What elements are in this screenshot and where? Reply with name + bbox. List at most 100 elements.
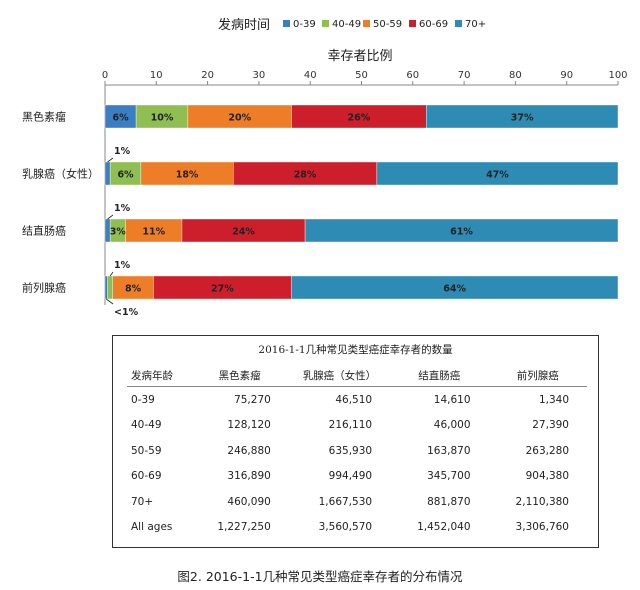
table-cell: 994,490 [328,470,373,483]
data-label: 61% [450,227,473,238]
table-cell: 75,270 [234,393,271,406]
table-row: 70+ 460,090 1,667,530 881,870 2,110,380 [127,489,587,515]
table-cell: 3,560,570 [318,521,373,534]
legend-label-70+: 70+ [465,19,486,30]
data-label: 1% [114,260,131,271]
stacked-bar-chart: 发病时间 0-39 40-49 50-59 60-69 70+ 幸存者比例 0 10 20 30… [22,17,628,318]
table-header-row: 发病年龄 黑色素瘤 乳腺癌（女性） 结直肠癌 前列腺癌 [127,366,587,387]
table-cell: 460,090 [227,495,271,508]
data-label: 3% [110,227,127,238]
leader-line [106,298,114,305]
table-header-cell: 乳腺癌（女性） [288,366,391,387]
leader-line [109,271,114,277]
table-header-cell: 结直肠癌 [390,366,489,387]
data-label: 10% [151,113,174,124]
figure-caption: 图2. 2016-1-1几种常见类型癌症幸存者的分布情况 [177,569,463,584]
table-cell: 345,700 [427,470,471,483]
legend: 发病时间 0-39 40-49 50-59 60-69 70+ [218,17,486,33]
x-tick-label: 90 [560,70,573,81]
data-label: <1% [114,307,139,318]
legend-swatch-40-49 [322,20,329,27]
data-label: 6% [117,170,134,181]
data-label: 20% [228,113,251,124]
table-row: 50-59 246,880 635,930 163,870 263,280 [127,438,587,464]
x-tick-label: 100 [608,70,627,81]
bar-segment-70+ [376,161,619,186]
legend-label-0-39: 0-39 [293,19,316,30]
bar-segment-0-39 [104,161,111,186]
x-tick-label: 80 [509,70,522,81]
table-cell: 1,452,040 [417,521,471,534]
data-label: 28% [294,170,317,181]
category-label: 黑色素瘤 [22,110,66,124]
table-row: 0-39 75,270 46,510 14,610 1,340 [127,387,587,413]
table-cell: 263,280 [525,444,569,457]
bar-segment-70+ [291,275,619,300]
data-label: 11% [142,227,165,238]
data-label: 26% [348,113,371,124]
x-tick-label: 10 [150,70,163,81]
leader-line [107,157,114,163]
table-cell: 60-69 [131,470,162,483]
table-cell: 216,110 [328,419,373,432]
category-label: 前列腺癌 [22,281,66,295]
x-tick-label: 0 [102,70,108,81]
table-cell: All ages [131,521,173,534]
bars: 6% 10% 20% 26% 37% 1% 6% 18% 28% 47% 1% 3% 11% 24% 61%… [104,104,619,318]
data-label: 1% [114,146,131,157]
table-cell: 46,000 [433,419,471,432]
survivor-count-table-box: 2016-1-1几种常见类型癌症幸存者的数量 发病年龄 黑色素瘤 乳腺癌（女性） 结直… [112,335,599,548]
table-header-cell: 前列腺癌 [488,366,587,387]
data-label: 18% [176,170,199,181]
legend-label-60-69: 60-69 [419,19,448,30]
x-tick-label: 20 [201,70,214,81]
legend-swatch-0-39 [283,20,290,27]
table-header-cell: 黑色素瘤 [190,366,289,387]
table-cell: 163,870 [427,444,471,457]
table-cell: 40-49 [131,419,162,432]
table-cell: 246,880 [227,444,271,457]
x-axis-title: 幸存者比例 [327,49,392,64]
table-cell: 70+ [131,495,154,508]
table-cell: 14,610 [433,393,471,406]
legend-label-50-59: 50-59 [373,19,402,30]
table-cell: 1,667,530 [318,495,373,508]
table-cell: 1,340 [538,393,569,406]
data-label: 1% [114,203,131,214]
table-body: 0-39 75,270 46,510 14,610 1,340 40-49 128,120 2… [127,387,587,541]
survivor-count-table: 发病年龄 黑色素瘤 乳腺癌（女性） 结直肠癌 前列腺癌 0-39 75,270 46,510… [127,366,587,540]
legend-label-40-49: 40-49 [332,19,361,30]
bar-segment-70+ [304,218,619,243]
table-cell: 128,120 [227,419,271,432]
legend-swatch-60-69 [409,20,416,27]
table-row: 60-69 316,890 994,490 345,700 904,380 [127,464,587,490]
legend-swatch-70+ [455,20,462,27]
table-cell: 50-59 [131,444,162,457]
table-cell: 904,380 [525,470,569,483]
category-label: 乳腺癌（女性） [22,167,99,181]
table-row: All ages 1,227,250 3,560,570 1,452,040 3,306… [127,515,587,541]
table-cell: 46,510 [335,393,373,406]
table-header-cell: 发病年龄 [127,366,191,387]
x-axis-ticks: 0 10 20 30 40 50 60 70 80 90 100 [102,70,628,305]
table-cell: 635,930 [328,444,373,457]
table-title: 2016-1-1几种常见类型癌症幸存者的数量 [258,344,453,356]
x-tick-label: 50 [355,70,368,81]
data-label: 27% [211,284,234,295]
data-label: 64% [443,284,466,295]
data-label: 37% [511,113,534,124]
x-tick-label: 70 [458,70,471,81]
data-label: 24% [232,227,255,238]
table-cell: 881,870 [427,495,471,508]
table-cell: 316,890 [227,470,271,483]
table-cell: 0-39 [131,393,155,406]
x-tick-label: 40 [304,70,317,81]
data-label: 47% [486,170,509,181]
table-cell: 3,306,760 [515,521,569,534]
table-cell: 2,110,380 [515,495,569,508]
table-cell: 27,390 [532,419,569,432]
bar-segment-0-39 [104,275,108,300]
x-tick-label: 30 [253,70,266,81]
bar-segment-40-49 [107,275,113,300]
